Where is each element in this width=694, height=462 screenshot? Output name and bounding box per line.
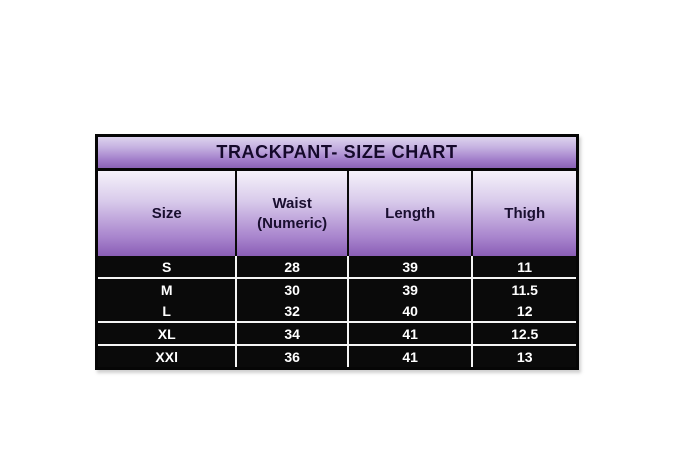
header-cell-size: Size xyxy=(98,171,238,256)
table-cell-waist: 28 xyxy=(237,256,349,277)
table-cell-length: 41 xyxy=(349,323,474,344)
table-title: TRACKPANT- SIZE CHART xyxy=(216,142,458,162)
table-body: S 28 39 11 M 30 39 11.5 L 32 40 12 XL 34… xyxy=(98,256,576,367)
header-label: Waist xyxy=(272,195,312,212)
table-row: M 30 39 11.5 xyxy=(98,279,576,300)
table-cell-size: S xyxy=(98,256,238,277)
table-cell-waist: 30 xyxy=(237,279,349,300)
table-cell-length: 40 xyxy=(349,300,474,321)
header-label: Length xyxy=(385,204,436,222)
header-cell-thigh: Thigh xyxy=(473,171,576,256)
table-title-bar: TRACKPANT- SIZE CHART xyxy=(98,137,576,171)
size-chart-table: TRACKPANT- SIZE CHART Size Waist (Numeri… xyxy=(95,134,579,370)
table-cell-length: 39 xyxy=(349,279,474,300)
table-cell-size: L xyxy=(98,300,238,321)
table-cell-thigh: 12 xyxy=(516,302,533,319)
table-cell-waist: 36 xyxy=(237,346,349,367)
table-cell-size: XXl xyxy=(98,346,238,367)
table-cell-size: M xyxy=(98,279,238,300)
table-row: L 32 40 12 xyxy=(98,300,576,323)
header-label: Size xyxy=(151,204,182,222)
table-header-row: Size Waist (Numeric) Length Thigh xyxy=(98,171,576,256)
table-cell-size: XL xyxy=(98,323,238,344)
header-cell-waist: Waist (Numeric) xyxy=(237,171,349,256)
table-cell-thigh: 13 xyxy=(516,348,533,365)
header-label-line2: (Numeric) xyxy=(257,214,328,232)
table-row: S 28 39 11 xyxy=(98,256,576,279)
table-row: XXl 36 41 13 xyxy=(98,346,576,367)
table-cell-thigh: 12.5 xyxy=(511,325,539,342)
table-cell-thigh: 11.5 xyxy=(511,281,538,298)
table-cell-length: 39 xyxy=(349,256,474,277)
table-cell-length: 41 xyxy=(349,346,474,367)
table-cell-waist: 34 xyxy=(237,323,349,344)
header-label: Thigh xyxy=(504,204,546,222)
table-row: XL 34 41 12.5 xyxy=(98,323,576,346)
table-cell-thigh: 11 xyxy=(517,258,533,275)
table-cell-waist: 32 xyxy=(237,300,349,321)
header-cell-length: Length xyxy=(349,171,474,256)
